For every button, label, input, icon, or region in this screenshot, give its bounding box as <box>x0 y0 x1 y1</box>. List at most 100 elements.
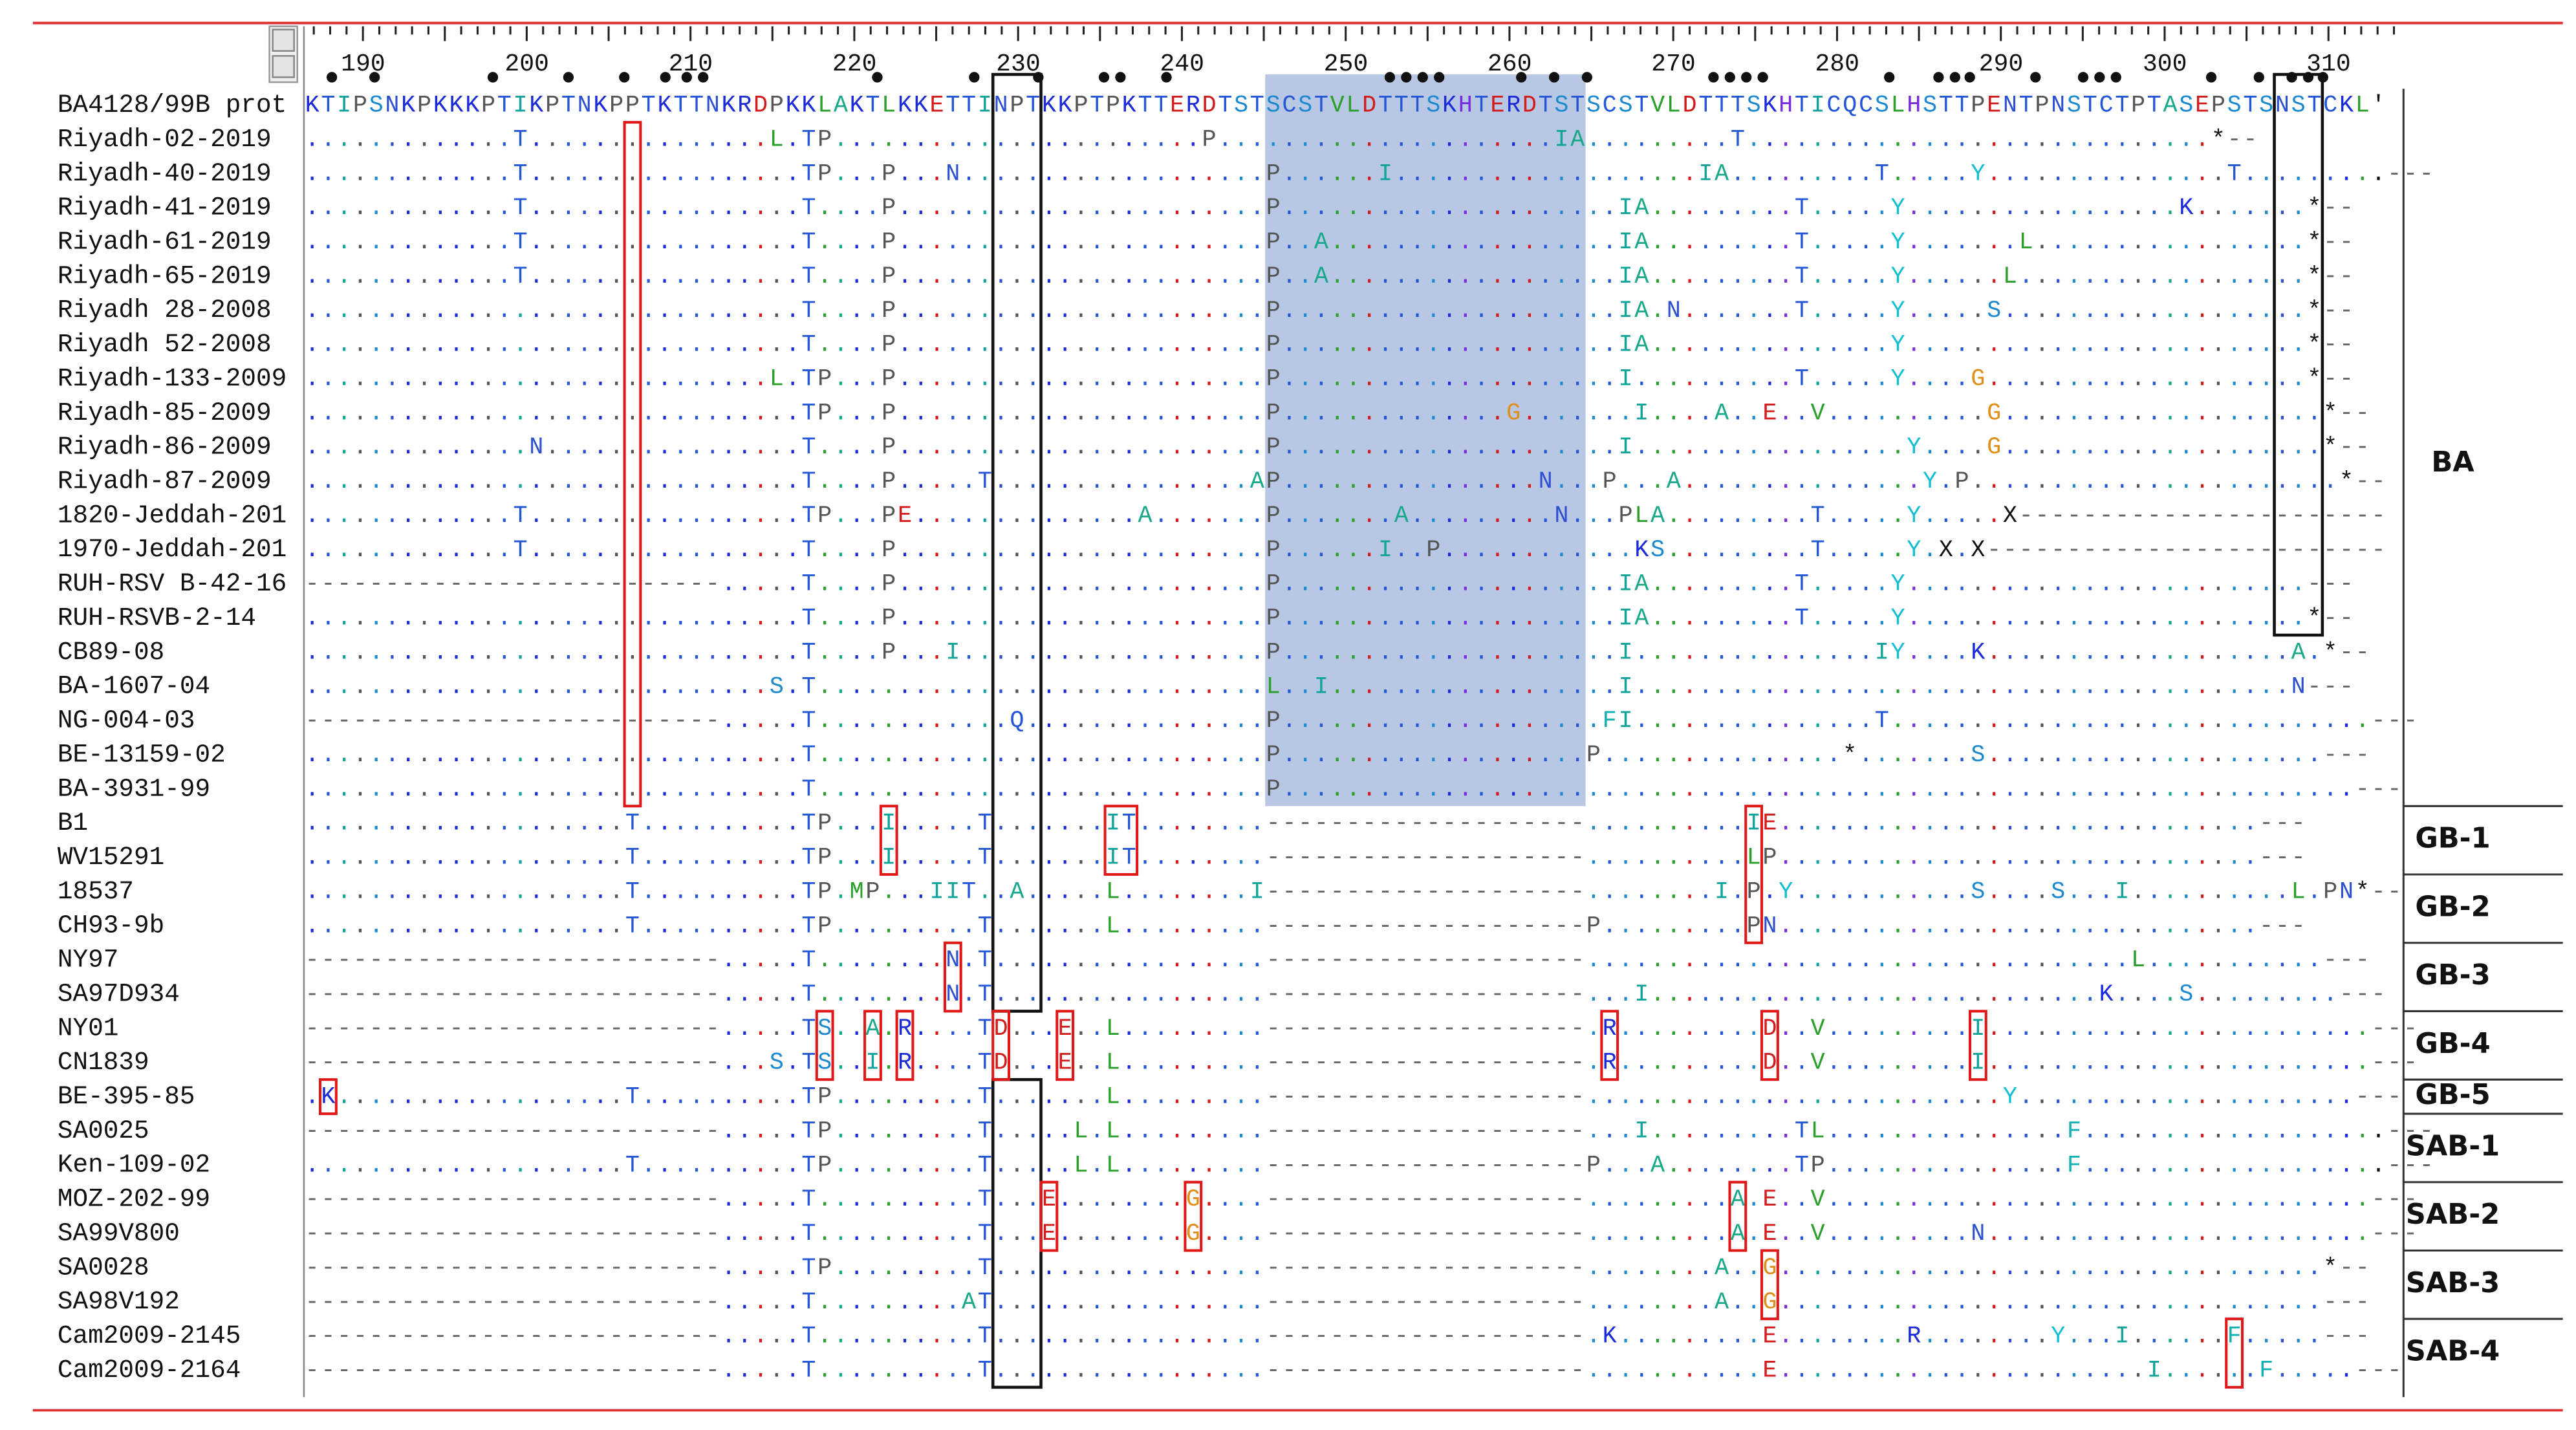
residue: . <box>465 434 479 461</box>
residue: . <box>561 844 576 871</box>
residue: . <box>1138 468 1152 495</box>
residue: . <box>593 126 607 153</box>
residue: . <box>2131 1152 2145 1179</box>
sequence-name: NY97 <box>58 946 118 975</box>
residue: . <box>753 1118 768 1145</box>
residue: . <box>2195 776 2209 803</box>
residue: . <box>2227 776 2242 803</box>
residue: . <box>385 400 399 427</box>
residue: Y <box>1890 605 1905 632</box>
residue: - <box>593 1289 607 1316</box>
residue: . <box>834 1152 848 1179</box>
residue: . <box>2115 331 2129 358</box>
residue: . <box>962 639 976 666</box>
residue: . <box>1955 503 1969 530</box>
residue: . <box>1762 1152 1777 1179</box>
residue: . <box>2115 434 2129 461</box>
residue: . <box>689 298 704 325</box>
residue: . <box>1826 160 1841 188</box>
residue: - <box>2131 537 2145 564</box>
residue: . <box>786 298 800 325</box>
residue: - <box>1282 1323 1296 1350</box>
residue: . <box>1667 913 1681 940</box>
residue: - <box>433 1049 448 1076</box>
residue: . <box>1026 1015 1040 1043</box>
residue: . <box>914 365 928 393</box>
residue: . <box>2147 742 2161 769</box>
residue: . <box>1634 878 1649 905</box>
residue: - <box>2291 503 2306 530</box>
residue: . <box>737 126 752 153</box>
residue: - <box>321 1049 335 1076</box>
residue: . <box>465 331 479 358</box>
residue: . <box>1090 810 1104 837</box>
residue: - <box>2275 844 2289 871</box>
residue: . <box>2115 708 2129 735</box>
residue: . <box>1667 810 1681 837</box>
residue: . <box>1859 1083 1873 1110</box>
residue: - <box>417 1289 431 1316</box>
residue: . <box>1074 1083 1088 1110</box>
residue: . <box>994 1255 1008 1282</box>
residue: . <box>1667 331 1681 358</box>
residue: . <box>962 195 976 222</box>
residue: . <box>929 468 944 495</box>
residue: . <box>737 160 752 188</box>
residue: . <box>898 365 912 393</box>
residue: . <box>2323 1118 2337 1145</box>
residue: - <box>337 947 351 974</box>
residue: . <box>2019 434 2033 461</box>
residue: . <box>865 1323 880 1350</box>
residue: . <box>2275 708 2289 735</box>
residue: . <box>578 365 592 393</box>
residue: . <box>1795 708 1809 735</box>
residue: . <box>2163 913 2178 940</box>
residue: . <box>1683 810 1697 837</box>
residue: . <box>2147 365 2161 393</box>
residue: - <box>2339 195 2354 222</box>
residue: . <box>1186 126 1200 153</box>
residue: - <box>609 1220 623 1248</box>
residue: . <box>545 776 559 803</box>
residue: A <box>962 1289 977 1316</box>
residue: . <box>1698 1083 1713 1110</box>
residue: ' <box>2371 92 2385 119</box>
residue: T <box>801 503 816 530</box>
residue: . <box>369 331 384 358</box>
residue: . <box>1138 1255 1152 1282</box>
residue: - <box>2323 365 2337 393</box>
residue: . <box>369 810 384 837</box>
residue: . <box>1522 160 1537 188</box>
residue: - <box>1539 1083 1553 1110</box>
residue: - <box>1522 1083 1537 1110</box>
residue: . <box>1971 776 1985 803</box>
residue: - <box>1506 1049 1521 1076</box>
residue: . <box>706 229 720 256</box>
residue: R <box>898 1015 912 1043</box>
residue: . <box>1907 673 1921 700</box>
residue: - <box>2387 1152 2401 1179</box>
residue: . <box>337 229 351 256</box>
residue: . <box>1779 503 1793 530</box>
residue: P <box>1586 742 1601 769</box>
residue: . <box>1826 981 1841 1008</box>
sequence-name: Riyadh-133-2009 <box>58 364 287 393</box>
residue: - <box>1554 913 1568 940</box>
residue: . <box>1987 468 2001 495</box>
residue: . <box>1586 1255 1601 1282</box>
residue: T <box>801 878 816 905</box>
residue: . <box>2131 400 2145 427</box>
residue: . <box>593 776 607 803</box>
residue: - <box>1426 947 1440 974</box>
residue: . <box>321 126 335 153</box>
residue: . <box>385 639 399 666</box>
residue: - <box>1314 1118 1328 1145</box>
residue: . <box>369 605 384 632</box>
residue: . <box>2243 263 2257 290</box>
residue: . <box>1586 126 1601 153</box>
residue: . <box>2083 1015 2097 1043</box>
residue: . <box>1234 298 1248 325</box>
residue: . <box>337 537 351 564</box>
residue: . <box>706 365 720 393</box>
